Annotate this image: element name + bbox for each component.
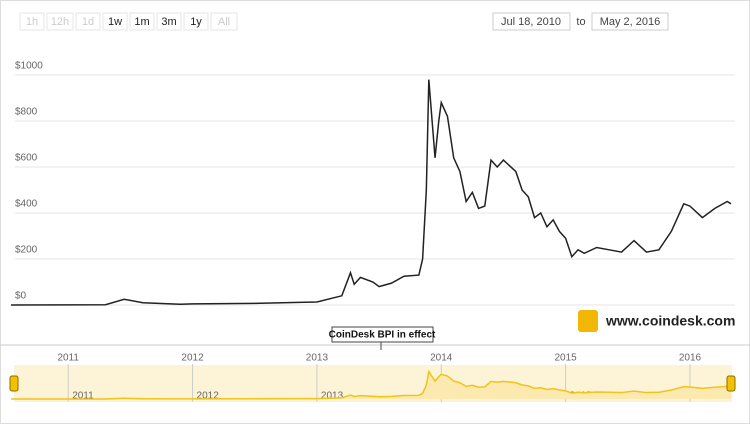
range-button-label: 1h [26,16,38,28]
x-tick-label: 2013 [306,353,329,364]
range-button-label[interactable]: 1y [190,16,202,28]
date-from-box[interactable] [492,12,571,31]
navigator-tick-label: 2011 [72,391,94,402]
y-tick-label: $1000 [15,61,43,72]
range-button-label: 12h [51,16,69,28]
range-button-label: 1d [82,16,94,28]
range-button-label: All [218,16,230,28]
navigator-tick-label: 2012 [197,391,220,402]
date-from[interactable]: Jul 18, 2010 [501,16,561,28]
range-button[interactable] [102,12,128,31]
annotation-box [331,326,434,343]
range-button-label[interactable]: 3m [161,16,176,28]
y-tick-label: $0 [15,291,27,302]
y-tick-label: $800 [15,107,38,118]
range-button-label[interactable]: 1m [134,16,149,28]
y-tick-label: $400 [15,199,38,210]
date-to-box[interactable] [591,12,669,31]
range-button-label[interactable]: 1w [108,16,122,28]
navigator-handle[interactable] [9,375,19,392]
range-button [75,12,101,31]
x-tick-label: 2011 [57,353,79,364]
range-button[interactable] [129,12,155,31]
x-tick-label: 2015 [554,353,577,364]
range-button [46,12,74,31]
range-button [19,12,45,31]
navigator-tick-label: 2013 [321,391,344,402]
x-tick-label: 2016 [679,353,702,364]
range-button[interactable] [156,12,182,31]
y-tick-label: $200 [15,245,38,256]
annotation: CoinDesk BPI in effect [329,330,436,341]
x-tick-label: 2012 [181,353,204,364]
navigator-handle[interactable] [726,375,736,392]
range-button[interactable] [183,12,209,31]
watermark: www.coindesk.com [605,313,735,329]
navigator-line [10,369,732,400]
range-button [210,12,238,31]
y-tick-label: $600 [15,153,38,164]
date-to-label: to [576,16,585,28]
date-to[interactable]: May 2, 2016 [600,16,661,28]
price-line [10,79,732,306]
navigator-area [11,371,731,399]
logo [578,310,598,332]
x-tick-label: 2014 [430,353,453,364]
